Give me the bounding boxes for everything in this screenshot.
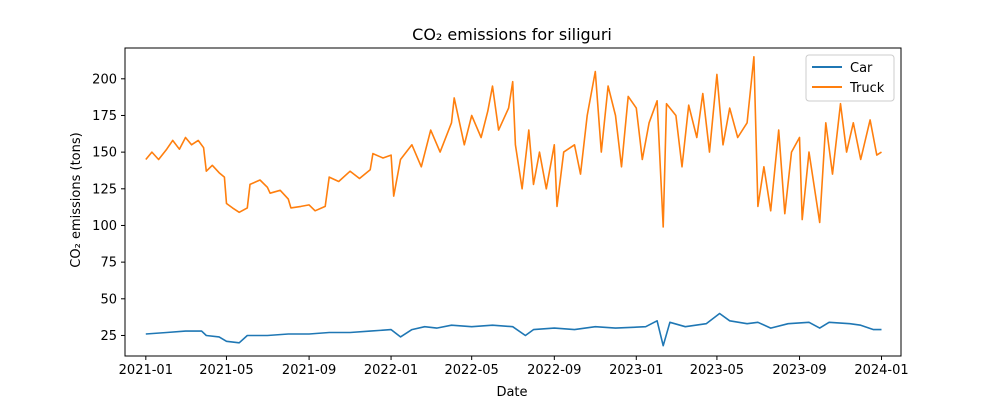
series-layer	[145, 56, 882, 347]
y-axis-label: CO₂ emissions (tons)	[69, 132, 84, 267]
series-line-car	[145, 312, 882, 347]
y-tick-label: 200	[92, 72, 117, 87]
y-tick-label: 75	[100, 256, 117, 271]
legend-label-truck: Truck	[849, 81, 885, 96]
x-tick-label: 2022-01	[364, 363, 418, 378]
x-tick-label: 2021-05	[199, 363, 253, 378]
x-axis: 2021-01 2021-05 2021-09 2022-01 2022-05 2022-…	[119, 356, 909, 378]
x-tick-label: 2023-09	[772, 363, 826, 378]
y-tick-label: 125	[92, 182, 117, 197]
plot-area-frame	[124, 47, 902, 357]
x-tick-label: 2022-05	[445, 363, 499, 378]
y-tick-label: 50	[100, 292, 117, 307]
x-tick-label: 2023-05	[690, 363, 744, 378]
chart-title: CO₂ emissions for siliguri	[412, 25, 612, 44]
x-axis-label: Date	[496, 385, 527, 400]
y-tick-label: 150	[92, 146, 117, 161]
y-axis: 25 50 75 100 125 150 175 200	[92, 72, 125, 344]
y-tick-label: 175	[92, 109, 117, 124]
x-tick-label: 2021-09	[282, 363, 336, 378]
x-tick-label: 2023-01	[609, 363, 663, 378]
x-tick-label: 2022-09	[527, 363, 581, 378]
legend-label-car: Car	[850, 61, 873, 76]
series-line-truck	[145, 56, 882, 228]
x-tick-label: 2021-01	[119, 363, 173, 378]
legend: Car Truck	[805, 54, 895, 102]
y-tick-label: 100	[92, 219, 117, 234]
y-tick-label: 25	[100, 329, 117, 344]
x-tick-label: 2024-01	[854, 363, 908, 378]
